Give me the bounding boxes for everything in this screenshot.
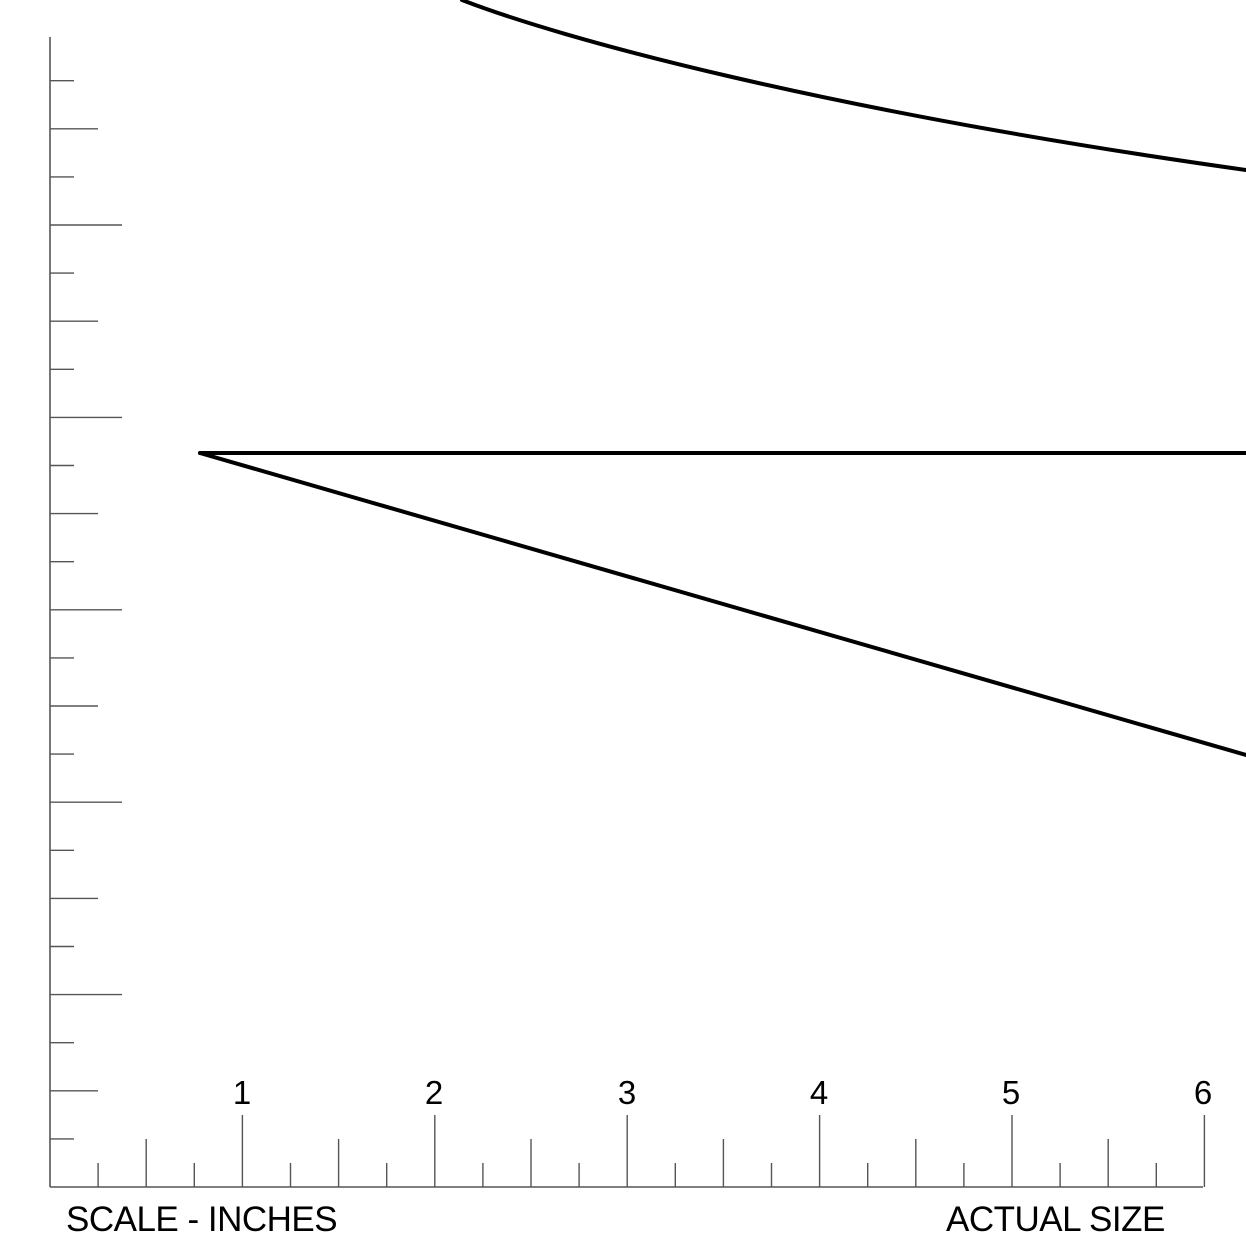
lower-slant-line — [198, 451, 1246, 757]
ruler-number-5: 5 — [1002, 1074, 1020, 1111]
ruler-number-labels: 1 2 3 4 5 6 — [233, 1074, 1212, 1111]
ruler-number-2: 2 — [425, 1074, 443, 1111]
ruler-number-6: 6 — [1194, 1074, 1212, 1111]
ruler-number-4: 4 — [810, 1074, 828, 1111]
actual-size-label: ACTUAL SIZE — [946, 1200, 1165, 1239]
vertical-ruler — [49, 37, 122, 1187]
ruler-number-1: 1 — [233, 1074, 251, 1111]
horizontal-ruler — [50, 1115, 1206, 1188]
ruler-number-3: 3 — [618, 1074, 636, 1111]
scale-inches-label: SCALE - INCHES — [66, 1200, 337, 1239]
upper-curve — [460, 0, 1246, 172]
